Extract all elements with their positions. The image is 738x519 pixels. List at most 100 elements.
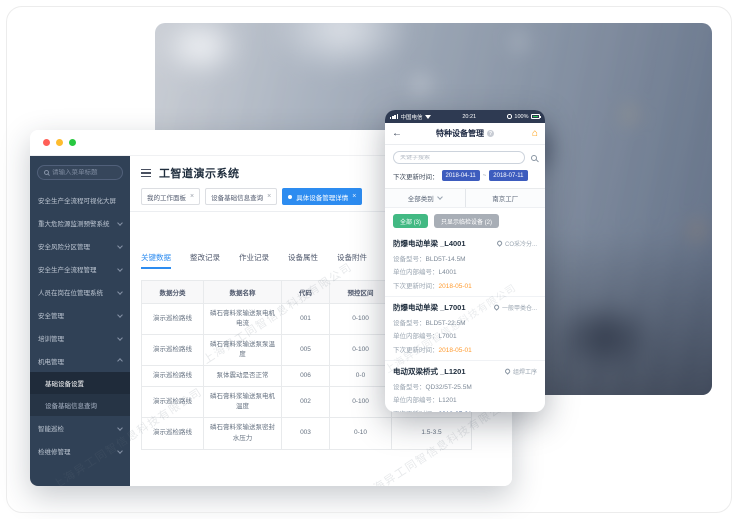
- active-dot-icon: [288, 194, 293, 199]
- tab-rectification[interactable]: 整改记录: [190, 253, 220, 262]
- tab-device-info-query[interactable]: 设备基础信息查询 ×: [205, 188, 278, 205]
- next-update-label: 下次更新时间：: [393, 411, 439, 413]
- phone-page-title: 特种设备管理 ?: [436, 129, 494, 138]
- tab-device-parts[interactable]: 设备附件: [337, 253, 367, 262]
- chevron-down-icon: [117, 288, 123, 295]
- date-range-separator: ~: [482, 172, 487, 179]
- next-update-label: 下次更新时间：: [393, 346, 439, 354]
- help-icon[interactable]: ?: [487, 130, 494, 137]
- tab-device-detail[interactable]: 具体设备管理详情 ×: [282, 188, 363, 205]
- close-icon[interactable]: ×: [190, 193, 195, 200]
- factory-dropdown[interactable]: 南京工厂: [464, 189, 546, 207]
- close-window-icon[interactable]: [43, 139, 50, 146]
- sidebar-item-safety-process[interactable]: 安全生产全流程管理: [30, 257, 130, 280]
- model-value: QD32/5T-25.5M: [425, 383, 472, 391]
- maximize-window-icon[interactable]: [69, 139, 76, 146]
- equipment-card[interactable]: 电动双梁桥式 _L1201 组焊工序 设备型号：QD32/5T-25.5M 单位…: [385, 361, 545, 412]
- next-update-value: 2018-05-01: [438, 346, 472, 354]
- carrier-label: 中国电信: [400, 114, 423, 121]
- location-pin-icon: [504, 368, 511, 375]
- category-dropdown[interactable]: 全部类别: [385, 189, 465, 207]
- chevron-down-icon: [117, 219, 123, 226]
- phone-status-bar: 中国电信 20:21 100%: [385, 110, 545, 123]
- search-icon: [44, 170, 49, 175]
- open-tabs-bar: 我的工作面板 × 设备基础信息查询 × 具体设备管理详情 ×: [141, 188, 512, 205]
- next-update-value: 2018-05-01: [438, 282, 472, 290]
- next-update-label: 下次更新时间：: [393, 282, 439, 290]
- sidebar-item-basic-device-setup[interactable]: 基础设备设置: [30, 372, 130, 394]
- equipment-card[interactable]: 防爆电动单梁 _L4001 CO采冷分... 设备型号：BLD5T-14.5M …: [385, 233, 545, 297]
- chevron-down-icon: [117, 242, 123, 249]
- tab-my-workbench[interactable]: 我的工作面板 ×: [141, 188, 201, 205]
- keyword-search-field[interactable]: [393, 151, 525, 164]
- home-icon[interactable]: ⌂: [531, 128, 538, 139]
- sidebar-item-smart-inspection[interactable]: 智能巡检: [30, 416, 130, 439]
- back-arrow-icon[interactable]: ←: [392, 128, 402, 139]
- phone-search-row: [385, 145, 545, 168]
- equipment-location: 组焊工序: [504, 367, 537, 376]
- equipment-title: 防爆电动单梁 _L7001: [393, 303, 466, 312]
- orientation-lock-icon: [507, 114, 512, 119]
- battery-percent: 100%: [514, 113, 529, 120]
- model-value: BLD5T-22.5M: [425, 319, 466, 327]
- model-value: BLD5T-14.5M: [425, 255, 466, 263]
- internal-code-label: 单位内部编号：: [393, 269, 439, 276]
- chevron-down-icon: [117, 334, 123, 341]
- sidebar-search-input[interactable]: [52, 169, 116, 176]
- filter-inspection-only-button[interactable]: 只显示临检设备 (2): [434, 214, 500, 228]
- search-icon[interactable]: [531, 154, 537, 161]
- equipment-title: 电动双梁桥式 _L1201: [393, 367, 466, 376]
- equipment-title: 防爆电动单梁 _L4001: [393, 239, 466, 248]
- close-icon[interactable]: ×: [352, 193, 357, 200]
- chevron-down-icon: [117, 447, 123, 454]
- wifi-icon: [424, 114, 431, 119]
- signal-icon: [390, 114, 398, 119]
- keyword-search-input[interactable]: [400, 154, 518, 161]
- phone-nav-bar: ← 特种设备管理 ? ⌂: [385, 123, 545, 145]
- sidebar-item-maintenance-mgmt[interactable]: 检维修管理: [30, 439, 130, 462]
- page-title: 工智道演示系统: [159, 168, 240, 180]
- tab-key-data[interactable]: 关键数据: [141, 252, 171, 269]
- internal-code-label: 单位内部编号：: [393, 333, 439, 340]
- filter-dropdown-row: 全部类别 南京工厂: [385, 189, 545, 208]
- equipment-location: 一般甲类仓...: [493, 303, 537, 312]
- sidebar-item-mechatronics[interactable]: 机电管理: [30, 349, 130, 372]
- battery-icon: [531, 114, 541, 119]
- hamburger-menu-icon[interactable]: [141, 168, 151, 178]
- close-icon[interactable]: ×: [267, 193, 272, 200]
- filter-all-button[interactable]: 全部 (3): [393, 214, 429, 228]
- sidebar-item-device-info-query[interactable]: 设备基础信息查询: [45, 403, 97, 410]
- next-update-filter-row: 下次更新时间： 2018-04-11 ~ 2018-07-11: [385, 168, 545, 189]
- sidebar-item-hazard-monitor[interactable]: 重大危险源监测预警系统: [30, 211, 130, 234]
- location-pin-icon: [496, 240, 503, 247]
- chevron-up-icon: [117, 357, 123, 364]
- sidebar-item-safety-mgmt[interactable]: 安全管理: [30, 303, 130, 326]
- location-pin-icon: [493, 304, 500, 311]
- chevron-down-icon: [117, 265, 123, 272]
- equipment-card[interactable]: 防爆电动单梁 _L7001 一般甲类仓... 设备型号：BLD5T-22.5M …: [385, 297, 545, 361]
- model-label: 设备型号：: [393, 255, 426, 263]
- sidebar-search[interactable]: [37, 165, 123, 180]
- header-divider: [130, 211, 512, 212]
- table-row: 演示巡检路线 磷石膏料浆输送泵密封水压力 003 0-10 1.5-3.5: [141, 417, 472, 450]
- date-to-button[interactable]: 2018-07-11: [489, 170, 528, 181]
- status-time: 20:21: [462, 113, 477, 120]
- sidebar-item-personnel[interactable]: 人员在岗在位管理系统: [30, 280, 130, 303]
- model-label: 设备型号：: [393, 383, 426, 391]
- internal-code-value: L1201: [438, 397, 457, 404]
- minimize-window-icon[interactable]: [56, 139, 63, 146]
- internal-code-value: L7001: [438, 333, 457, 340]
- sidebar-item-dashboard[interactable]: 安全生产全流程可视化大屏: [38, 197, 116, 205]
- chevron-down-icon: [436, 194, 443, 200]
- internal-code-value: L4001: [438, 269, 457, 276]
- tab-device-attrs[interactable]: 设备属性: [288, 253, 318, 262]
- date-from-button[interactable]: 2018-04-11: [441, 170, 480, 181]
- internal-code-label: 单位内部编号：: [393, 397, 439, 404]
- chevron-down-icon: [117, 424, 123, 431]
- chevron-down-icon: [117, 311, 123, 318]
- model-label: 设备型号：: [393, 319, 426, 327]
- sidebar-item-training-mgmt[interactable]: 培训管理: [30, 326, 130, 349]
- tab-work-records[interactable]: 作业记录: [239, 253, 269, 262]
- sidebar-item-risk-zone[interactable]: 安全风险分区管理: [30, 234, 130, 257]
